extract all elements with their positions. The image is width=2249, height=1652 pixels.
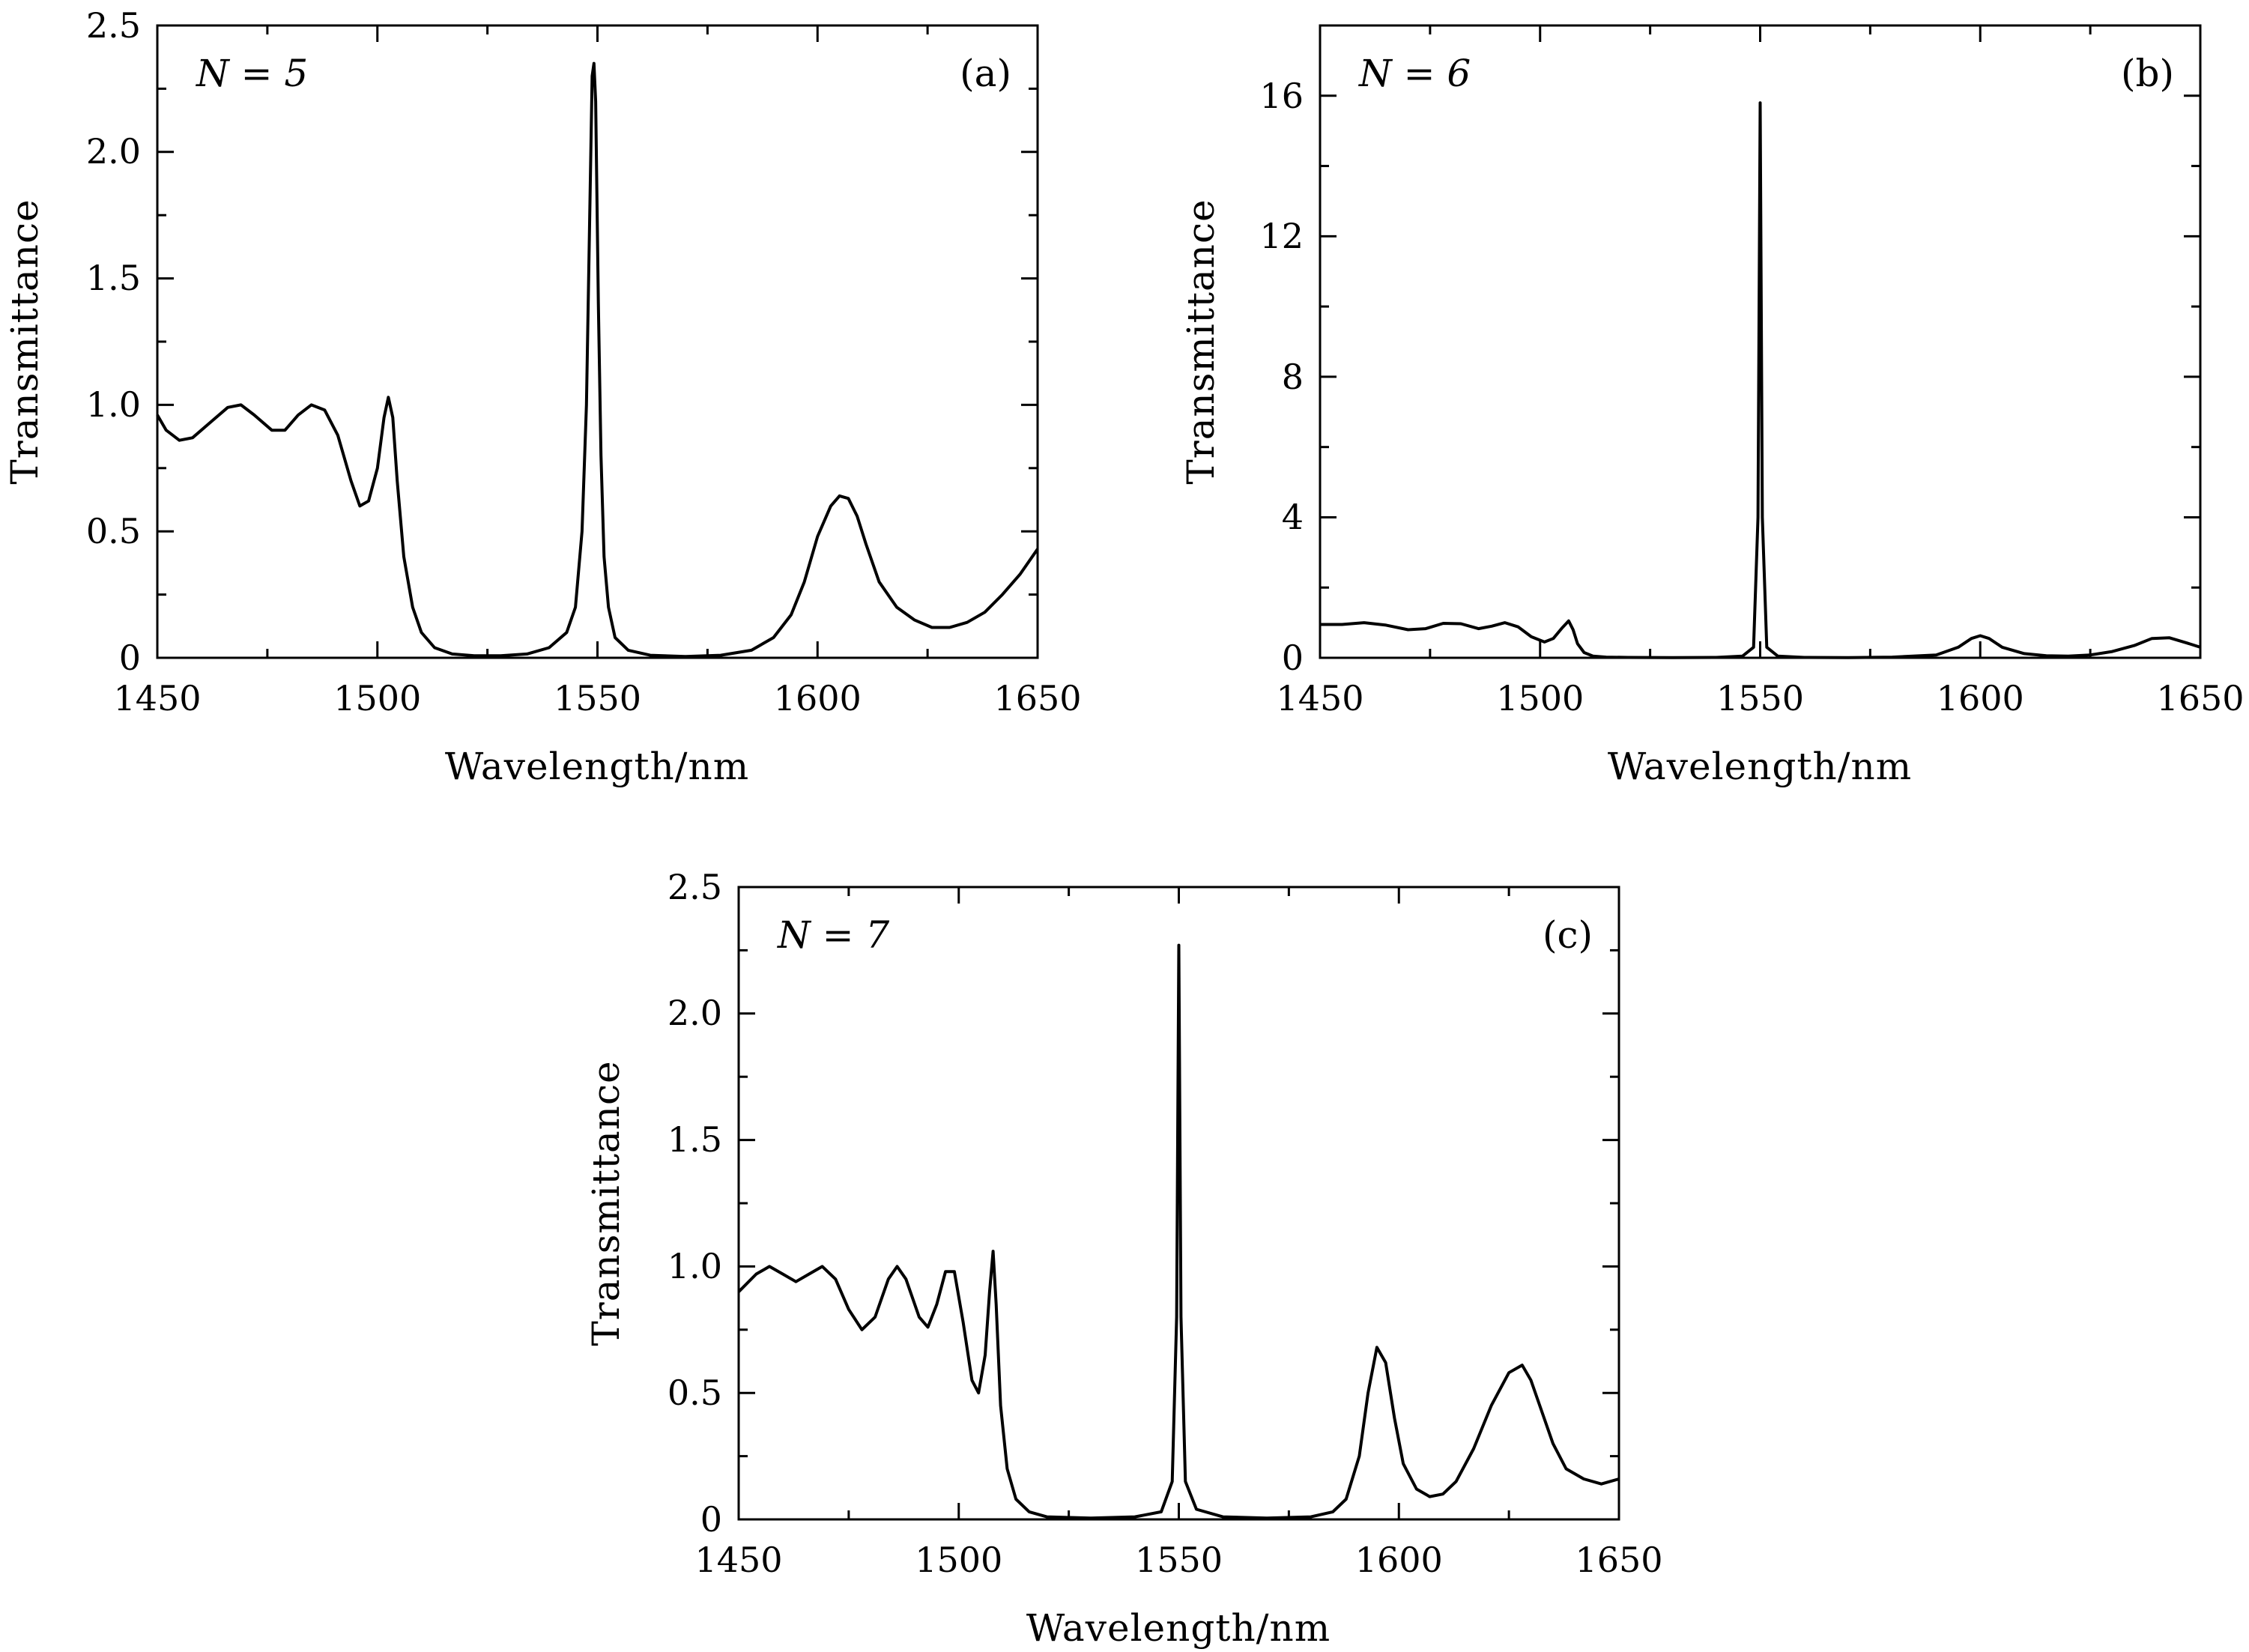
x-tick-label-b-1: 1500	[1496, 678, 1584, 718]
n-annotation-c: N = 7	[777, 913, 889, 957]
y-tick-label-c-0: 0	[700, 1499, 722, 1540]
x-tick-label-c-2: 1550	[1135, 1540, 1223, 1580]
n-annotation-a: N = 5	[196, 52, 308, 95]
y-tick-label-a-1: 0.5	[86, 511, 141, 551]
x-axis-title-c: Wavelength/nm	[1026, 1606, 1331, 1650]
panel-a: 1450 1500 1550 1600 1650 0 0.5 1.0 1.5 2…	[3, 5, 1082, 788]
x-tick-label-a-3: 1600	[774, 678, 862, 718]
y-tick-label-b-4: 16	[1259, 76, 1304, 116]
y-tick-label-c-1: 0.5	[668, 1373, 722, 1413]
x-tick-label-b-2: 1550	[1716, 678, 1804, 718]
panel-label-b: (b)	[2121, 52, 2174, 95]
x-axis-title-a: Wavelength/nm	[445, 745, 749, 788]
x-tick-label-c-3: 1600	[1355, 1540, 1443, 1580]
plot-frame-a	[156, 24, 1039, 659]
x-tick-label-a-1: 1500	[333, 678, 421, 718]
y-tick-label-c-3: 1.5	[668, 1119, 722, 1160]
tick-layer-a	[156, 24, 1039, 659]
y-axis-title-c: Transmittance	[584, 1060, 628, 1346]
series-line-c-0	[737, 943, 1620, 1520]
x-tick-label-b-0: 1450	[1276, 678, 1363, 718]
tick-layer-c	[737, 886, 1620, 1521]
x-tick-label-b-3: 1600	[1937, 678, 2024, 718]
x-tick-label-a-4: 1650	[993, 678, 1081, 718]
x-tick-label-c-4: 1650	[1575, 1540, 1662, 1580]
series-line-b-0	[1320, 101, 2201, 659]
x-tick-label-c-1: 1500	[915, 1540, 1002, 1580]
y-tick-label-b-2: 8	[1282, 357, 1304, 397]
x-tick-label-a-2: 1550	[554, 678, 641, 718]
series-line-a-0	[156, 61, 1039, 659]
y-tick-label-c-2: 1.0	[668, 1246, 722, 1286]
panel-label-a: (a)	[960, 52, 1011, 95]
y-tick-label-b-3: 12	[1259, 216, 1304, 256]
y-tick-label-a-2: 1.0	[86, 384, 141, 425]
plot-layer-b	[1320, 101, 2201, 659]
n-annotation-b: N = 6	[1358, 52, 1471, 95]
tick-layer-b	[1319, 25, 2202, 659]
y-axis-title-a: Transmittance	[3, 199, 46, 484]
x-tick-label-a-0: 1450	[113, 678, 201, 718]
y-tick-label-a-5: 2.5	[86, 5, 141, 46]
y-tick-label-b-0: 0	[1282, 638, 1304, 678]
plot-layer-c	[737, 943, 1620, 1520]
x-tick-label-c-0: 1450	[694, 1540, 782, 1580]
y-tick-label-c-4: 2.0	[668, 993, 722, 1033]
y-tick-label-a-0: 0	[119, 638, 141, 678]
y-tick-label-c-5: 2.5	[668, 867, 722, 907]
x-axis-title-b: Wavelength/nm	[1608, 745, 1912, 788]
y-tick-label-b-1: 4	[1282, 497, 1304, 537]
y-axis-title-b: Transmittance	[1179, 199, 1223, 484]
panel-c: 1450 1500 1550 1600 1650 0 0.5 1.0 1.5 2…	[584, 867, 1663, 1650]
y-tick-label-a-4: 2.0	[86, 131, 141, 172]
x-tick-label-b-4: 1650	[2156, 678, 2244, 718]
plot-layer-a	[156, 61, 1039, 659]
y-tick-label-a-3: 1.5	[86, 258, 141, 298]
panel-b: 1450 1500 1550 1600 1650 0 4 8 12 16 Wav…	[1179, 24, 2245, 788]
panel-label-c: (c)	[1543, 913, 1593, 957]
